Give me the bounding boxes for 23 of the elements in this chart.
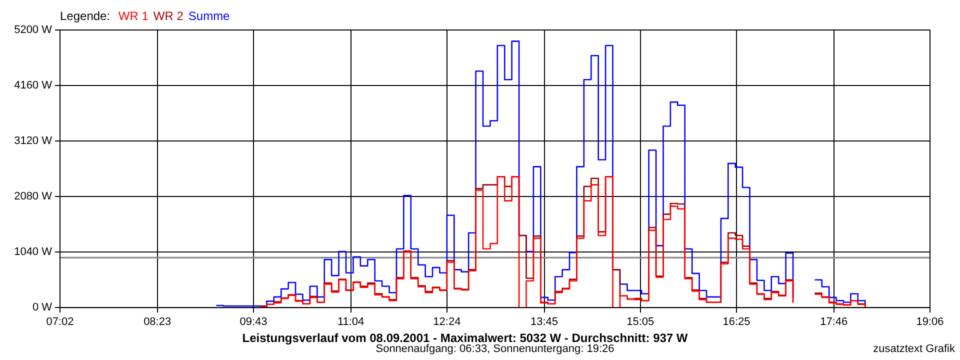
text: WR 2 [153,9,184,23]
text: Leistungsverlauf vom 08.09.2001 - Maximalwert: 5032 W - Durchschnitt: 937 W [242,331,688,346]
legend-title: Legende: [60,9,112,23]
x-tick-label: 19:06 [916,316,944,328]
y-tick-label: 5200 W [14,24,53,36]
y-tick-label: 2080 W [14,190,53,203]
x-tick-label: 12:24 [433,316,461,328]
text: zusatztext Grafik [873,343,956,355]
x-tick-label: 11:04 [337,316,364,328]
x-tick-label: 08:23 [144,316,172,328]
text: Summe [188,9,230,23]
x-tick-label: 09:43 [240,316,268,328]
x-tick-label: 16:25 [722,316,750,328]
text: WR 1 [118,9,148,23]
y-tick-label: 1040 W [14,246,53,258]
y-tick-label: 4160 W [14,80,53,92]
x-tick-label: 17:46 [820,316,848,328]
x-tick-label: 07:02 [46,316,74,328]
y-tick-label: 3120 W [14,135,53,148]
y-tick-label: 0 W [32,302,53,314]
x-tick-label: 15:05 [626,316,654,328]
x-tick-label: 13:45 [530,316,558,328]
text: Sonnenaufgang: 06:33, Sonnenuntergang: 19:26 [376,343,614,355]
